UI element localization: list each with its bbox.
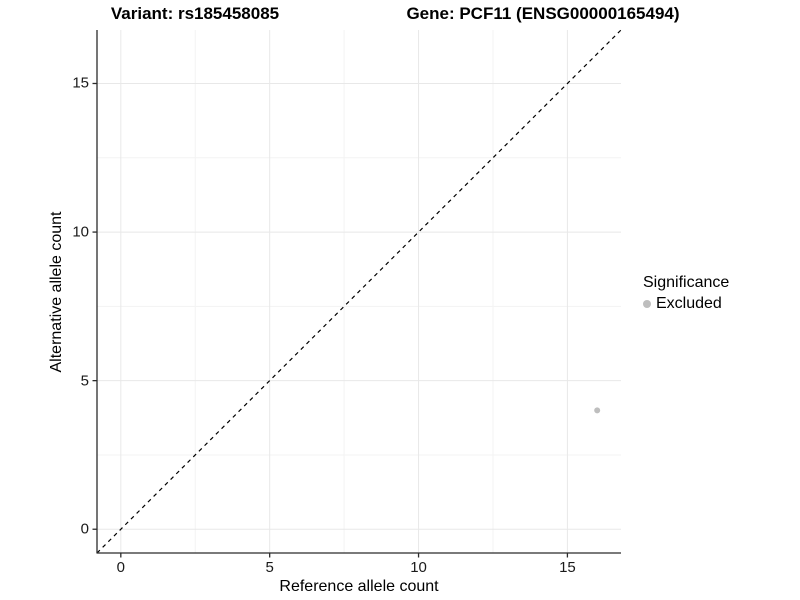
y-tick-label: 15 <box>72 74 89 92</box>
y-tick-label: 10 <box>72 223 89 241</box>
data-point <box>594 407 601 414</box>
plot-title-variant: Variant: rs185458085 <box>110 4 280 23</box>
x-tick-label: 0 <box>116 559 125 576</box>
y-axis-title: Alternative allele count <box>48 211 65 373</box>
identity-reference-line <box>96 29 622 554</box>
x-tick-label: 15 <box>559 559 576 576</box>
x-axis-title: Reference allele count <box>279 578 439 595</box>
plot-title-gene: Gene: PCF11 (ENSG00000165494) <box>406 4 680 23</box>
legend-item-label: Excluded <box>656 295 722 312</box>
x-tick-label: 5 <box>265 559 274 576</box>
legend: Significance Excluded <box>643 274 729 313</box>
legend-item-excluded: Excluded <box>643 295 729 313</box>
legend-point-icon <box>643 300 651 308</box>
y-tick-label: 5 <box>80 372 89 390</box>
y-tick-label: 0 <box>80 520 89 538</box>
x-tick-label: 10 <box>410 559 427 576</box>
legend-title: Significance <box>643 274 730 291</box>
